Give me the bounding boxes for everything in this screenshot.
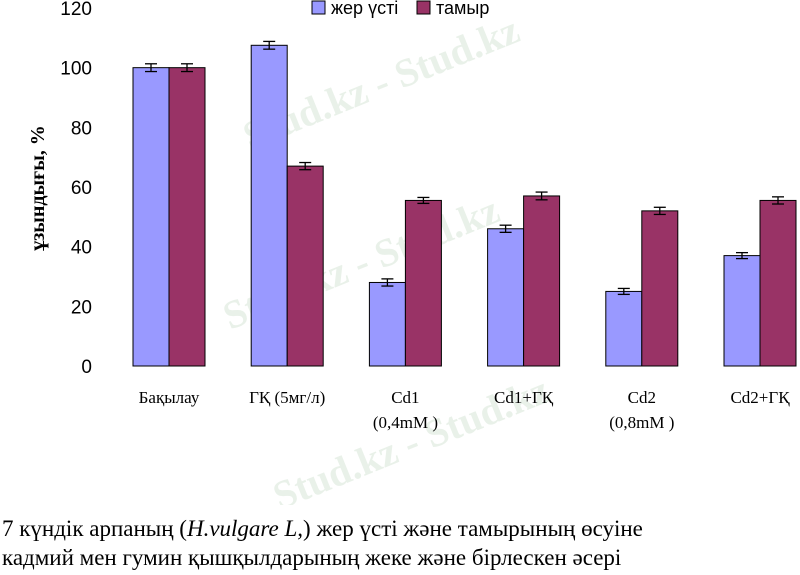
y-axis-label: ұзындығы, % — [27, 125, 49, 251]
x-tick-label-4-1: (0,8mM ) — [609, 413, 674, 432]
x-tick-label-2-1: (0,4mM ) — [373, 413, 438, 432]
y-tick-label-120: 120 — [60, 0, 92, 20]
legend-swatch-0 — [311, 0, 326, 15]
error-bar-1-3 — [535, 191, 548, 201]
bar-root-1 — [286, 165, 324, 367]
y-tick-label-100: 100 — [60, 59, 92, 80]
caption-prefix: 7 күндік арпаның ( — [2, 516, 187, 541]
error-bar-1-2 — [417, 196, 430, 205]
bar-shoot-4 — [605, 290, 643, 367]
error-bar-1-4 — [653, 206, 666, 216]
bar-shoot-0 — [132, 67, 170, 367]
x-tick-label-3-0: Cd1+ГҚ — [494, 388, 554, 407]
bars — [132, 44, 797, 367]
error-bar-0-3 — [499, 224, 512, 233]
x-tick-label-5-0: Cd2+ГҚ — [730, 388, 790, 407]
y-tick-label-40: 40 — [71, 238, 92, 259]
error-bar-1-5 — [772, 196, 784, 205]
x-tick-label-1-0: ГҚ (5мг/л) — [249, 388, 325, 407]
x-tick-label-0-0: Бақылау — [139, 388, 200, 407]
bar-shoot-5 — [723, 255, 761, 367]
caption-suffix: ) жер үсті және тамырының өсуіне — [303, 516, 643, 541]
bar-shoot-3 — [487, 228, 525, 367]
bar-root-3 — [523, 195, 561, 367]
bar-root-5 — [759, 199, 797, 367]
error-bars — [145, 40, 784, 296]
y-tick-label-80: 80 — [71, 118, 92, 139]
x-axis-labels: Бақылау ГҚ (5мг/л) Cd1 (0,4mM ) Cd1+ГҚ Cd2 (0,… — [139, 388, 791, 432]
error-bar-1-1 — [299, 161, 312, 171]
legend: жер үсті тамыр — [311, 0, 489, 18]
legend-label-1: тамыр — [436, 0, 489, 18]
caption-line-1: 7 күндік арпаның (H.vulgare L,) жер үсті… — [2, 514, 798, 543]
error-bar-1-0 — [181, 63, 193, 73]
bar-root-0 — [168, 67, 206, 367]
legend-swatch-1 — [416, 0, 431, 15]
y-axis-ticks: 0 20 40 60 80 100 120 — [60, 0, 92, 378]
legend-label-0: жер үсті — [331, 0, 398, 18]
error-bar-0-4 — [617, 287, 630, 296]
y-tick-label-0: 0 — [81, 357, 92, 378]
caption-species: H.vulgare L, — [186, 516, 304, 541]
bar-shoot-2 — [368, 281, 406, 367]
error-bar-0-1 — [263, 40, 276, 50]
error-bar-0-5 — [736, 251, 748, 260]
error-bar-0-2 — [381, 278, 394, 287]
bar-root-4 — [641, 210, 679, 367]
bar-shoot-1 — [250, 44, 288, 367]
caption-line-2: кадмий мен гумин қышқылдарының жеке және… — [2, 545, 622, 570]
x-tick-label-2-0: Cd1 — [391, 388, 419, 407]
y-tick-label-20: 20 — [71, 297, 92, 318]
figure-caption: 7 күндік арпаның (H.vulgare L,) жер үсті… — [2, 514, 798, 572]
y-tick-label-60: 60 — [71, 178, 92, 199]
bar-root-2 — [404, 199, 442, 367]
x-tick-label-4-0: Cd2 — [628, 388, 656, 407]
error-bar-0-0 — [145, 63, 157, 73]
